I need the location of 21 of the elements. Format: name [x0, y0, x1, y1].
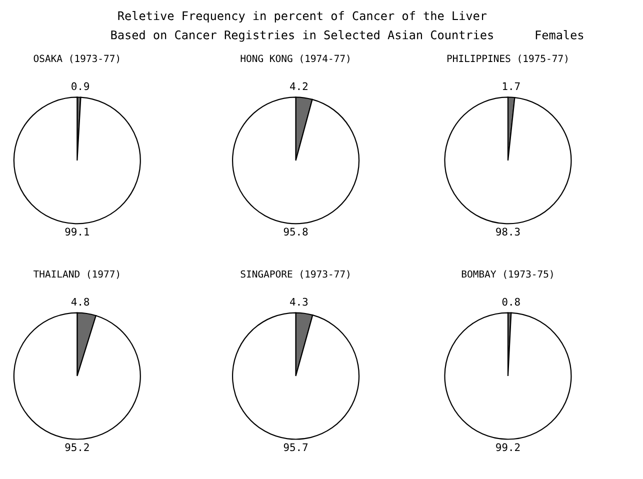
chart-title: OSAKA (1973-77)	[34, 54, 120, 64]
text: Females	[536, 30, 584, 40]
data-label: 95.8	[284, 228, 308, 236]
data-label: 0.8	[502, 298, 520, 306]
data-label: 0.9	[72, 82, 90, 90]
chart-title: PHILIPPINES (1975-77)	[447, 54, 568, 64]
data-label: 4.8	[71, 298, 90, 306]
data-label: 98.3	[496, 228, 520, 236]
data-label: 4.3	[290, 298, 308, 306]
text: Based on Cancer Registries in Selected Asian Countries	[111, 30, 493, 42]
chart-title: SINGAPORE (1973-77)	[240, 270, 350, 279]
data-label: 1.7	[502, 82, 520, 90]
data-label: 4.2	[290, 82, 308, 90]
text: Reletive Frequency in percent of Cancer of the Liver	[118, 11, 487, 23]
data-label: 95.7	[284, 443, 308, 452]
data-label: 99.2	[496, 443, 520, 452]
chart-title: THAILAND (1977)	[33, 270, 120, 279]
data-label: 99.1	[65, 228, 89, 236]
chart-title: BOMBAY (1973-75)	[462, 270, 553, 279]
data-label: 95.2	[65, 443, 89, 452]
chart-title: HONG KONG (1974-77)	[240, 54, 350, 64]
